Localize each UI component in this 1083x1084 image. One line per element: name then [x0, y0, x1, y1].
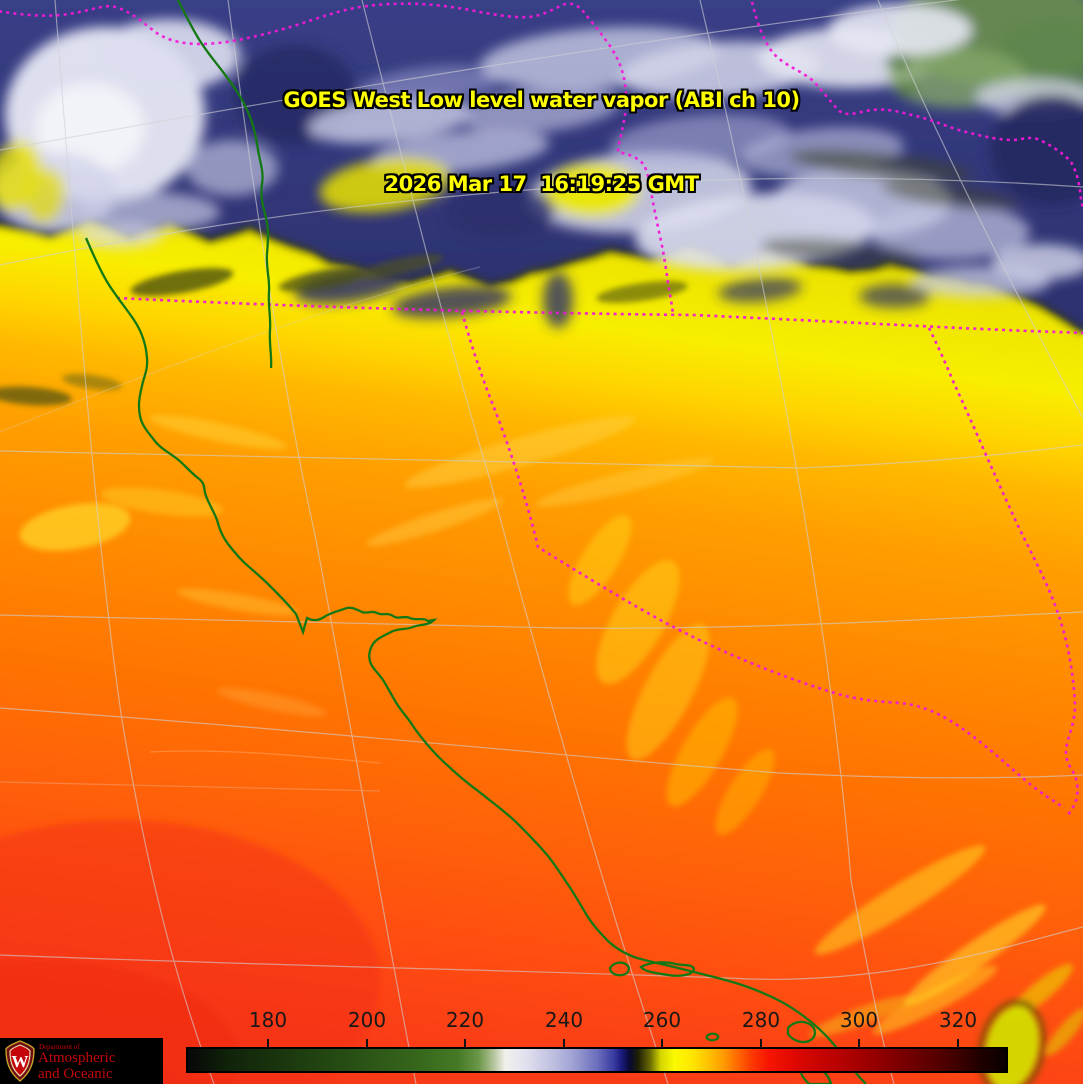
tick-mark — [366, 1039, 368, 1047]
border-oregon — [0, 2, 675, 315]
colorbar-gradient — [186, 1047, 1008, 1073]
tick-mark — [661, 1039, 663, 1047]
tick-label: 300 — [839, 1008, 879, 1032]
tick-label: 200 — [347, 1008, 387, 1032]
logo-name-line1: Atmospheric — [38, 1050, 116, 1066]
tick-label: 280 — [741, 1008, 781, 1032]
crest-letter: W — [12, 1052, 29, 1071]
tick-mark — [957, 1039, 959, 1047]
logo-department: Department of — [39, 1043, 80, 1051]
border-42n — [116, 296, 1083, 335]
tick-label: 320 — [938, 1008, 978, 1032]
coastline — [84, 0, 867, 1084]
cloud-streaks — [0, 254, 1083, 1084]
tick-label: 240 — [544, 1008, 584, 1032]
border-california-nevada — [460, 311, 1065, 810]
tick-mark — [267, 1039, 269, 1047]
tick-mark — [760, 1039, 762, 1047]
state-borders — [0, 1, 1083, 816]
uw-aos-logo: W Department of Atmospheric and Oceanic … — [0, 1038, 163, 1084]
uw-crest-icon: W — [5, 1040, 35, 1082]
river — [176, 0, 273, 369]
tick-mark — [464, 1039, 466, 1047]
channel-islands — [608, 961, 833, 1084]
tick-mark — [858, 1039, 860, 1047]
border-nevada-utah — [927, 327, 1079, 816]
tick-label: 220 — [445, 1008, 485, 1032]
title-line-2: 2026 Mar 17 16:19:25 GMT — [384, 172, 699, 196]
tick-label: 260 — [642, 1008, 682, 1032]
tick-mark — [563, 1039, 565, 1047]
cloud-texture — [0, 0, 1083, 328]
logo-name-line2: and Oceanic Sciences — [38, 1066, 113, 1084]
image-title: GOES West Low level water vapor (ABI ch … — [0, 30, 1083, 254]
title-line-1: GOES West Low level water vapor (ABI ch … — [283, 88, 800, 112]
pacific-coast — [84, 237, 867, 1084]
tick-label: 180 — [248, 1008, 288, 1032]
